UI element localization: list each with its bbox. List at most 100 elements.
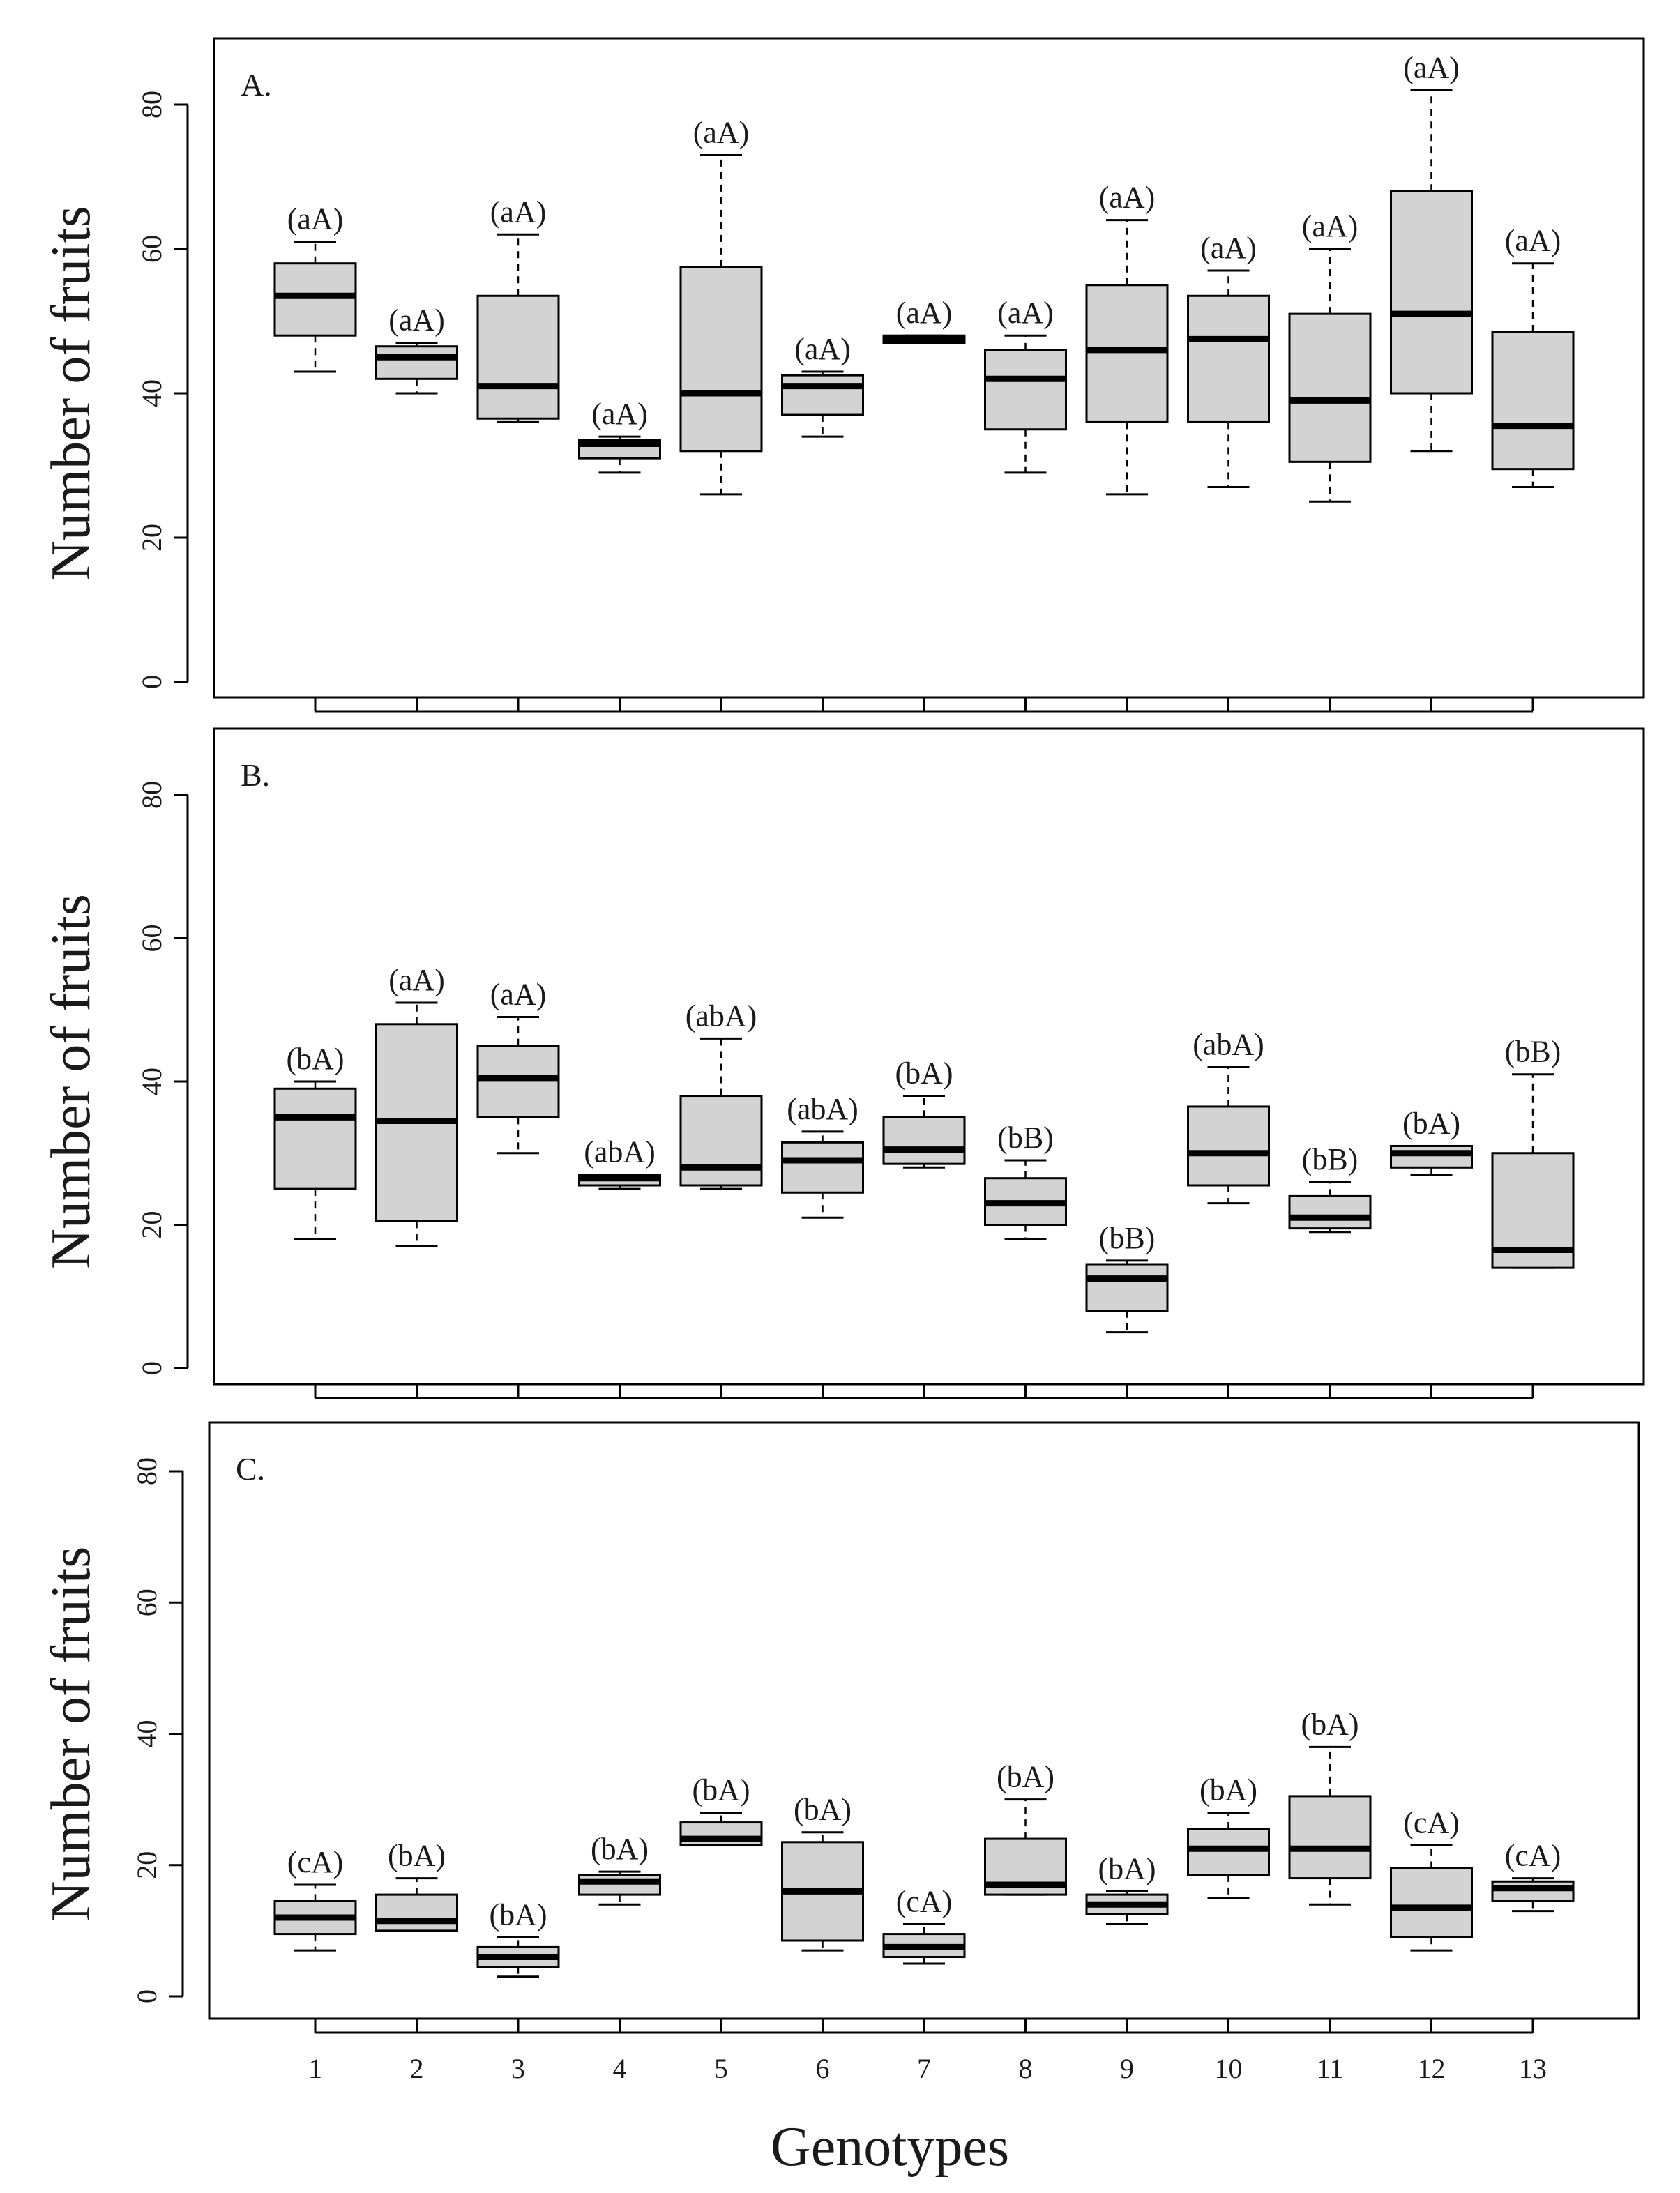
group-letter-label: (bA) bbox=[286, 1042, 344, 1076]
panel-label: A. bbox=[241, 67, 272, 103]
box-genotype-10: (bA) bbox=[1187, 1773, 1270, 1899]
box-genotype-1: (cA) bbox=[273, 1845, 357, 1952]
x-tick-label: 7 bbox=[917, 2053, 931, 2084]
box-genotype-9: (bB) bbox=[1085, 1221, 1169, 1334]
group-letter-label: (bA) bbox=[692, 1773, 750, 1807]
plot-frame bbox=[213, 727, 1645, 1386]
group-letter-label: (abA) bbox=[686, 999, 757, 1033]
group-letter-label: (cA) bbox=[896, 1884, 953, 1918]
group-letter-label: (abA) bbox=[584, 1135, 656, 1169]
group-letter-label: (abA) bbox=[787, 1092, 858, 1126]
box-genotype-5: (aA) bbox=[679, 115, 763, 496]
iqr-box bbox=[781, 374, 864, 416]
y-tick-label: 80 bbox=[136, 781, 167, 809]
iqr-box bbox=[679, 1095, 763, 1187]
box-genotype-3: (aA) bbox=[476, 978, 560, 1155]
x-tick-label: 10 bbox=[1215, 2053, 1243, 2084]
y-axis-title: Number of fruits bbox=[40, 894, 102, 1269]
x-tick-label: 11 bbox=[1317, 2053, 1344, 2084]
group-letter-label: (aA) bbox=[896, 296, 953, 330]
x-tick-label: 3 bbox=[511, 2053, 525, 2084]
y-tick-label: 0 bbox=[136, 675, 167, 689]
group-letter-label: (bA) bbox=[1098, 1851, 1156, 1885]
iqr-box bbox=[273, 262, 357, 337]
box-genotype-13: (cA) bbox=[1491, 1839, 1575, 1913]
iqr-box bbox=[1390, 1867, 1473, 1938]
group-letter-label: (abA) bbox=[1193, 1027, 1264, 1061]
box-genotype-13: (aA) bbox=[1491, 224, 1575, 489]
y-tick-label: 0 bbox=[136, 1361, 167, 1375]
y-tick-label: 40 bbox=[136, 379, 167, 407]
box-genotype-1: (bA) bbox=[273, 1042, 357, 1240]
iqr-box bbox=[882, 1116, 966, 1165]
box-genotype-11: (aA) bbox=[1288, 209, 1372, 503]
x-tick-label: 12 bbox=[1418, 2053, 1446, 2084]
y-tick-label: 40 bbox=[131, 1720, 162, 1748]
group-letter-label: (aA) bbox=[1505, 224, 1561, 258]
y-tick-label: 40 bbox=[136, 1068, 167, 1095]
x-tick-label: 6 bbox=[816, 2053, 830, 2084]
box-genotype-2: (bA) bbox=[375, 1839, 458, 1932]
box-genotype-9: (bA) bbox=[1085, 1851, 1169, 1925]
group-letter-label: (bB) bbox=[1302, 1142, 1359, 1176]
iqr-box bbox=[273, 1087, 357, 1190]
group-letter-label: (aA) bbox=[1099, 181, 1156, 215]
group-letter-label: (bA) bbox=[388, 1839, 446, 1873]
box-genotype-3: (aA) bbox=[476, 195, 560, 423]
group-letter-label: (bA) bbox=[997, 1760, 1054, 1794]
group-letter-label: (bB) bbox=[997, 1121, 1054, 1155]
box-genotype-5: (abA) bbox=[679, 999, 763, 1190]
iqr-box bbox=[781, 1141, 864, 1194]
iqr-box bbox=[1085, 1263, 1169, 1312]
box-genotype-4: (bA) bbox=[578, 1832, 661, 1906]
y-axis-title: Number of fruits bbox=[40, 1547, 102, 1922]
group-letter-label: (aA) bbox=[794, 332, 851, 366]
group-letter-label: (bB) bbox=[1099, 1221, 1156, 1255]
box-genotype-10: (abA) bbox=[1187, 1027, 1270, 1205]
box-genotype-7: (bA) bbox=[882, 1056, 966, 1169]
box-genotype-2: (aA) bbox=[375, 303, 458, 395]
group-letter-label: (aA) bbox=[1200, 231, 1257, 265]
box-genotype-12: (aA) bbox=[1390, 50, 1473, 453]
y-tick-label: 20 bbox=[136, 524, 167, 552]
y-axis-title: Number of fruits bbox=[40, 206, 102, 581]
x-tick-label: 2 bbox=[410, 2053, 424, 2084]
x-tick-label: 13 bbox=[1519, 2053, 1547, 2084]
group-letter-label: (aA) bbox=[287, 202, 344, 236]
box-genotype-4: (abA) bbox=[578, 1135, 661, 1190]
box-genotype-2: (aA) bbox=[375, 963, 458, 1247]
iqr-box bbox=[375, 345, 458, 380]
group-letter-label: (aA) bbox=[1302, 209, 1359, 243]
group-letter-label: (bA) bbox=[1402, 1106, 1460, 1140]
box-genotype-10: (aA) bbox=[1187, 231, 1270, 489]
box-genotype-8: (bA) bbox=[984, 1760, 1067, 1896]
box-genotype-4: (aA) bbox=[578, 397, 661, 474]
group-letter-label: (aA) bbox=[591, 397, 648, 431]
iqr-box bbox=[1187, 1828, 1270, 1876]
iqr-box bbox=[375, 1893, 458, 1932]
panel-b: B. 0 20 40 60 80 Number of fruits (bA) (aA) (aA) (… bbox=[40, 727, 1645, 1399]
x-tick-label: 9 bbox=[1120, 2053, 1134, 2084]
plot-frame bbox=[213, 37, 1645, 699]
iqr-box bbox=[1491, 331, 1575, 471]
group-letter-label: (aA) bbox=[490, 978, 547, 1012]
iqr-box bbox=[1187, 294, 1270, 423]
iqr-box bbox=[1390, 190, 1473, 395]
iqr-box bbox=[1390, 1144, 1473, 1169]
box-genotype-7: (cA) bbox=[882, 1884, 966, 1965]
iqr-box bbox=[984, 349, 1067, 431]
group-letter-label: (bA) bbox=[591, 1832, 649, 1866]
group-letter-label: (bA) bbox=[1200, 1773, 1257, 1807]
x-tick-label: 4 bbox=[613, 2053, 627, 2084]
group-letter-label: (aA) bbox=[388, 963, 445, 997]
group-letter-label: (bA) bbox=[489, 1897, 547, 1932]
box-genotype-6: (aA) bbox=[781, 332, 864, 438]
box-genotype-12: (cA) bbox=[1390, 1806, 1473, 1952]
iqr-box bbox=[578, 1874, 661, 1896]
group-letter-label: (aA) bbox=[490, 195, 547, 229]
group-letter-label: (aA) bbox=[388, 303, 445, 337]
y-tick-label: 20 bbox=[136, 1211, 167, 1239]
